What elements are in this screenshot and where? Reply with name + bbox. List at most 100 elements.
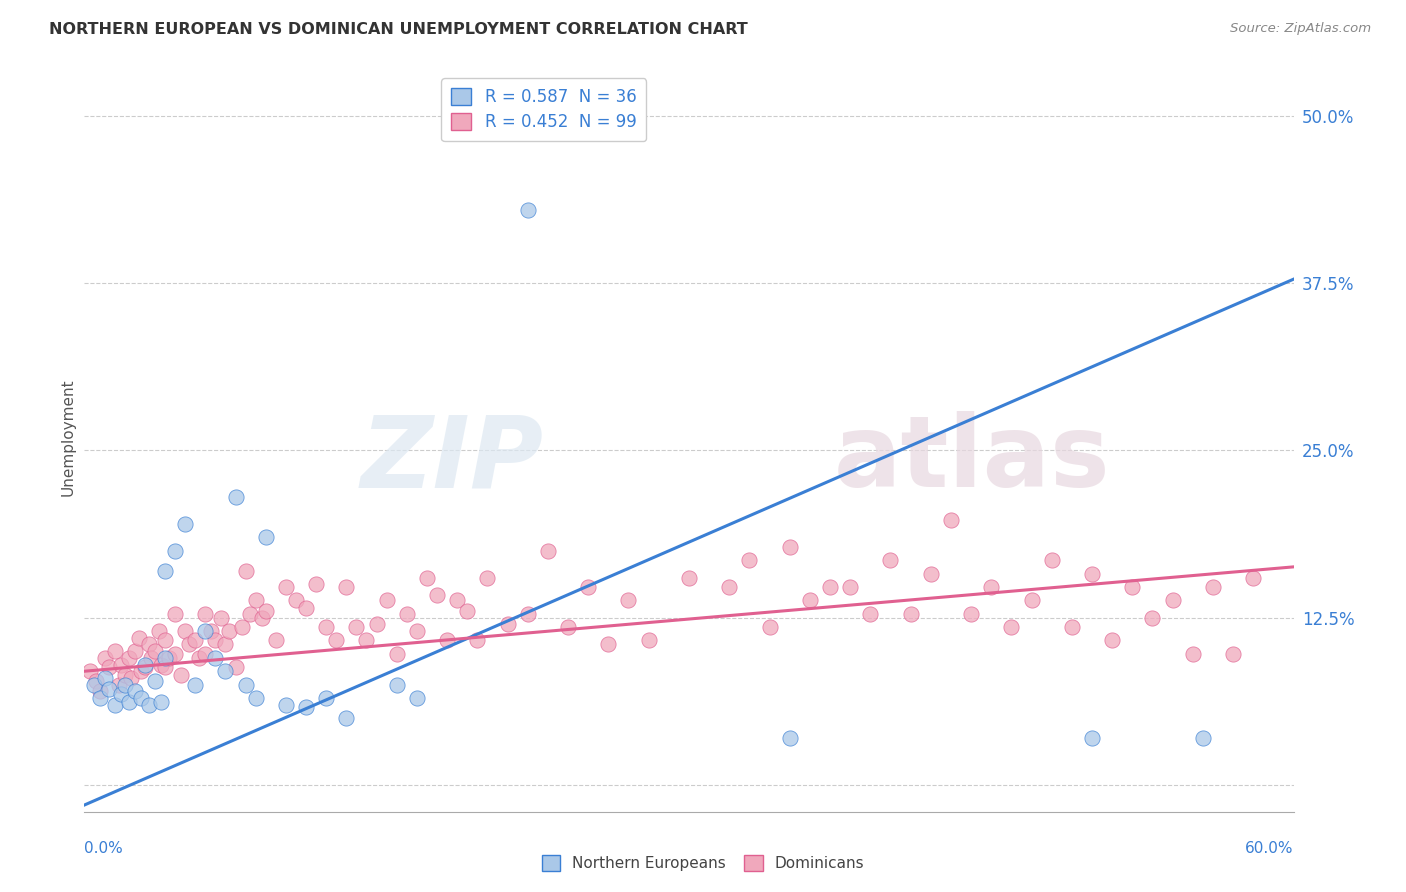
- Point: [285, 593, 308, 607]
- Point: [86, 673, 108, 688]
- Point: [1222, 647, 1244, 661]
- Point: [516, 202, 538, 217]
- Point: [143, 673, 166, 688]
- Point: [839, 580, 862, 594]
- Point: [107, 678, 129, 692]
- Point: [335, 580, 357, 594]
- Text: NORTHERN EUROPEAN VS DOMINICAN UNEMPLOYMENT CORRELATION CHART: NORTHERN EUROPEAN VS DOMINICAN UNEMPLOYM…: [49, 22, 748, 37]
- Point: [250, 611, 273, 625]
- Point: [939, 513, 962, 527]
- Point: [617, 593, 640, 607]
- Point: [1021, 593, 1043, 607]
- Point: [148, 624, 170, 639]
- Point: [245, 593, 267, 607]
- Text: Source: ZipAtlas.com: Source: ZipAtlas.com: [1230, 22, 1371, 36]
- Point: [315, 620, 337, 634]
- Point: [143, 644, 166, 658]
- Point: [110, 657, 132, 672]
- Point: [920, 566, 942, 581]
- Point: [204, 633, 226, 648]
- Point: [114, 668, 136, 682]
- Point: [118, 695, 141, 709]
- Point: [225, 660, 247, 674]
- Text: ZIP: ZIP: [361, 411, 544, 508]
- Point: [879, 553, 901, 567]
- Point: [79, 664, 101, 679]
- Point: [218, 624, 240, 639]
- Point: [254, 604, 277, 618]
- Point: [129, 664, 152, 679]
- Point: [516, 607, 538, 621]
- Point: [1081, 566, 1104, 581]
- Point: [114, 678, 136, 692]
- Point: [153, 660, 176, 674]
- Point: [214, 664, 236, 679]
- Point: [346, 620, 368, 634]
- Point: [235, 678, 257, 692]
- Point: [245, 690, 267, 705]
- Point: [89, 684, 111, 698]
- Point: [235, 564, 257, 578]
- Point: [1161, 593, 1184, 607]
- Point: [239, 607, 262, 621]
- Point: [818, 580, 841, 594]
- Text: 0.0%: 0.0%: [84, 841, 124, 856]
- Point: [179, 637, 201, 651]
- Point: [779, 731, 801, 746]
- Point: [1241, 571, 1264, 585]
- Point: [1101, 633, 1123, 648]
- Point: [188, 651, 211, 665]
- Point: [184, 678, 207, 692]
- Point: [264, 633, 287, 648]
- Point: [153, 651, 176, 665]
- Point: [718, 580, 741, 594]
- Point: [83, 678, 105, 692]
- Point: [128, 631, 150, 645]
- Point: [118, 651, 141, 665]
- Point: [138, 698, 160, 712]
- Point: [678, 571, 700, 585]
- Y-axis label: Unemployment: Unemployment: [60, 378, 76, 496]
- Point: [157, 651, 180, 665]
- Point: [153, 633, 176, 648]
- Point: [598, 637, 620, 651]
- Point: [274, 580, 297, 594]
- Point: [93, 651, 115, 665]
- Point: [194, 607, 217, 621]
- Legend: R = 0.587  N = 36, R = 0.452  N = 99: R = 0.587 N = 36, R = 0.452 N = 99: [441, 78, 647, 141]
- Point: [385, 647, 408, 661]
- Point: [395, 607, 418, 621]
- Point: [174, 517, 197, 532]
- Point: [1081, 731, 1104, 746]
- Point: [1000, 620, 1022, 634]
- Point: [779, 540, 801, 554]
- Point: [97, 681, 120, 696]
- Point: [295, 700, 318, 714]
- Text: 60.0%: 60.0%: [1246, 841, 1294, 856]
- Point: [139, 651, 162, 665]
- Point: [366, 617, 388, 632]
- Point: [1142, 611, 1164, 625]
- Point: [104, 698, 127, 712]
- Point: [129, 690, 152, 705]
- Point: [637, 633, 659, 648]
- Legend: Northern Europeans, Dominicans: Northern Europeans, Dominicans: [536, 849, 870, 877]
- Point: [859, 607, 882, 621]
- Point: [1202, 580, 1225, 594]
- Point: [325, 633, 347, 648]
- Point: [416, 571, 439, 585]
- Point: [110, 687, 132, 701]
- Point: [426, 588, 449, 602]
- Point: [295, 601, 318, 615]
- Point: [204, 651, 226, 665]
- Point: [385, 678, 408, 692]
- Point: [254, 530, 277, 544]
- Point: [134, 657, 156, 672]
- Point: [467, 633, 489, 648]
- Point: [1060, 620, 1083, 634]
- Point: [120, 671, 142, 685]
- Point: [97, 660, 120, 674]
- Point: [104, 644, 127, 658]
- Point: [900, 607, 922, 621]
- Point: [1121, 580, 1143, 594]
